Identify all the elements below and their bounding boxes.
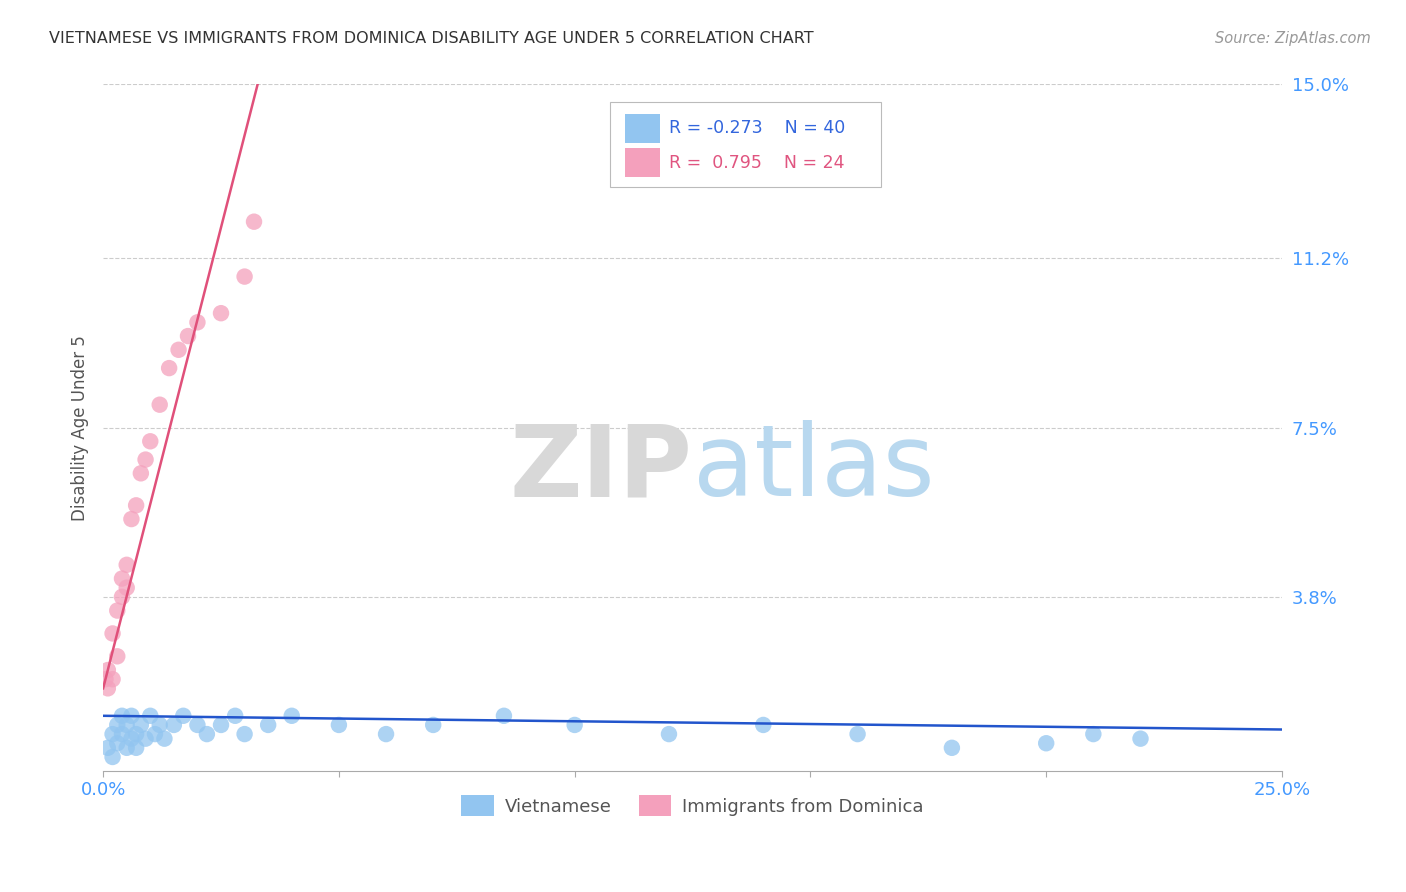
Point [101,626,124,640]
Point [186,315,208,329]
Point [101,750,124,764]
Text: R = -0.273    N = 40: R = -0.273 N = 40 [669,120,845,137]
Text: VIETNAMESE VS IMMIGRANTS FROM DOMINICA DISABILITY AGE UNDER 5 CORRELATION CHART: VIETNAMESE VS IMMIGRANTS FROM DOMINICA D… [49,31,814,46]
Point [97,740,120,755]
Text: ZIP: ZIP [510,420,693,517]
Point [752,718,775,732]
Point [125,499,148,513]
Point [105,736,128,750]
Point [422,718,444,732]
Point [111,590,134,604]
Point [101,727,124,741]
Point [120,708,142,723]
Point [257,718,280,732]
Point [846,727,869,741]
Point [111,708,134,723]
Point [224,708,246,723]
Text: atlas: atlas [693,420,934,517]
FancyBboxPatch shape [610,102,882,187]
Text: R =  0.795    N = 24: R = 0.795 N = 24 [669,153,845,171]
Point [97,681,120,696]
Point [143,727,166,741]
Point [186,718,208,732]
Point [111,727,134,741]
Point [1083,727,1105,741]
Point [209,718,232,732]
Point [115,581,138,595]
Point [243,215,266,229]
Point [941,740,963,755]
Point [1129,731,1152,746]
Point [129,467,152,481]
Point [1035,736,1057,750]
FancyBboxPatch shape [626,148,659,178]
Point [94,672,117,686]
Legend: Vietnamese, Immigrants from Dominica: Vietnamese, Immigrants from Dominica [454,789,931,823]
Point [149,718,172,732]
Point [167,343,190,357]
Point [135,731,157,746]
Point [153,731,176,746]
Point [658,727,681,741]
Point [115,740,138,755]
Point [120,512,142,526]
Point [328,718,350,732]
Point [375,727,398,741]
Point [105,649,128,664]
Point [111,572,134,586]
Point [105,718,128,732]
Y-axis label: Disability Age Under 5: Disability Age Under 5 [72,334,89,521]
Point [172,708,194,723]
Point [129,718,152,732]
Point [195,727,218,741]
Point [97,663,120,677]
Point [125,740,148,755]
FancyBboxPatch shape [626,114,659,143]
Point [177,329,200,343]
Point [120,731,142,746]
Point [157,361,180,376]
Point [280,708,302,723]
Point [135,452,157,467]
Point [105,603,128,617]
Point [139,434,162,449]
Point [115,718,138,732]
Point [125,727,148,741]
Point [564,718,586,732]
Point [233,269,256,284]
Point [139,708,162,723]
Text: Source: ZipAtlas.com: Source: ZipAtlas.com [1215,31,1371,46]
Point [163,718,186,732]
Point [492,708,515,723]
Point [149,398,172,412]
Point [233,727,256,741]
Point [115,558,138,572]
Point [209,306,232,320]
Point [101,672,124,686]
